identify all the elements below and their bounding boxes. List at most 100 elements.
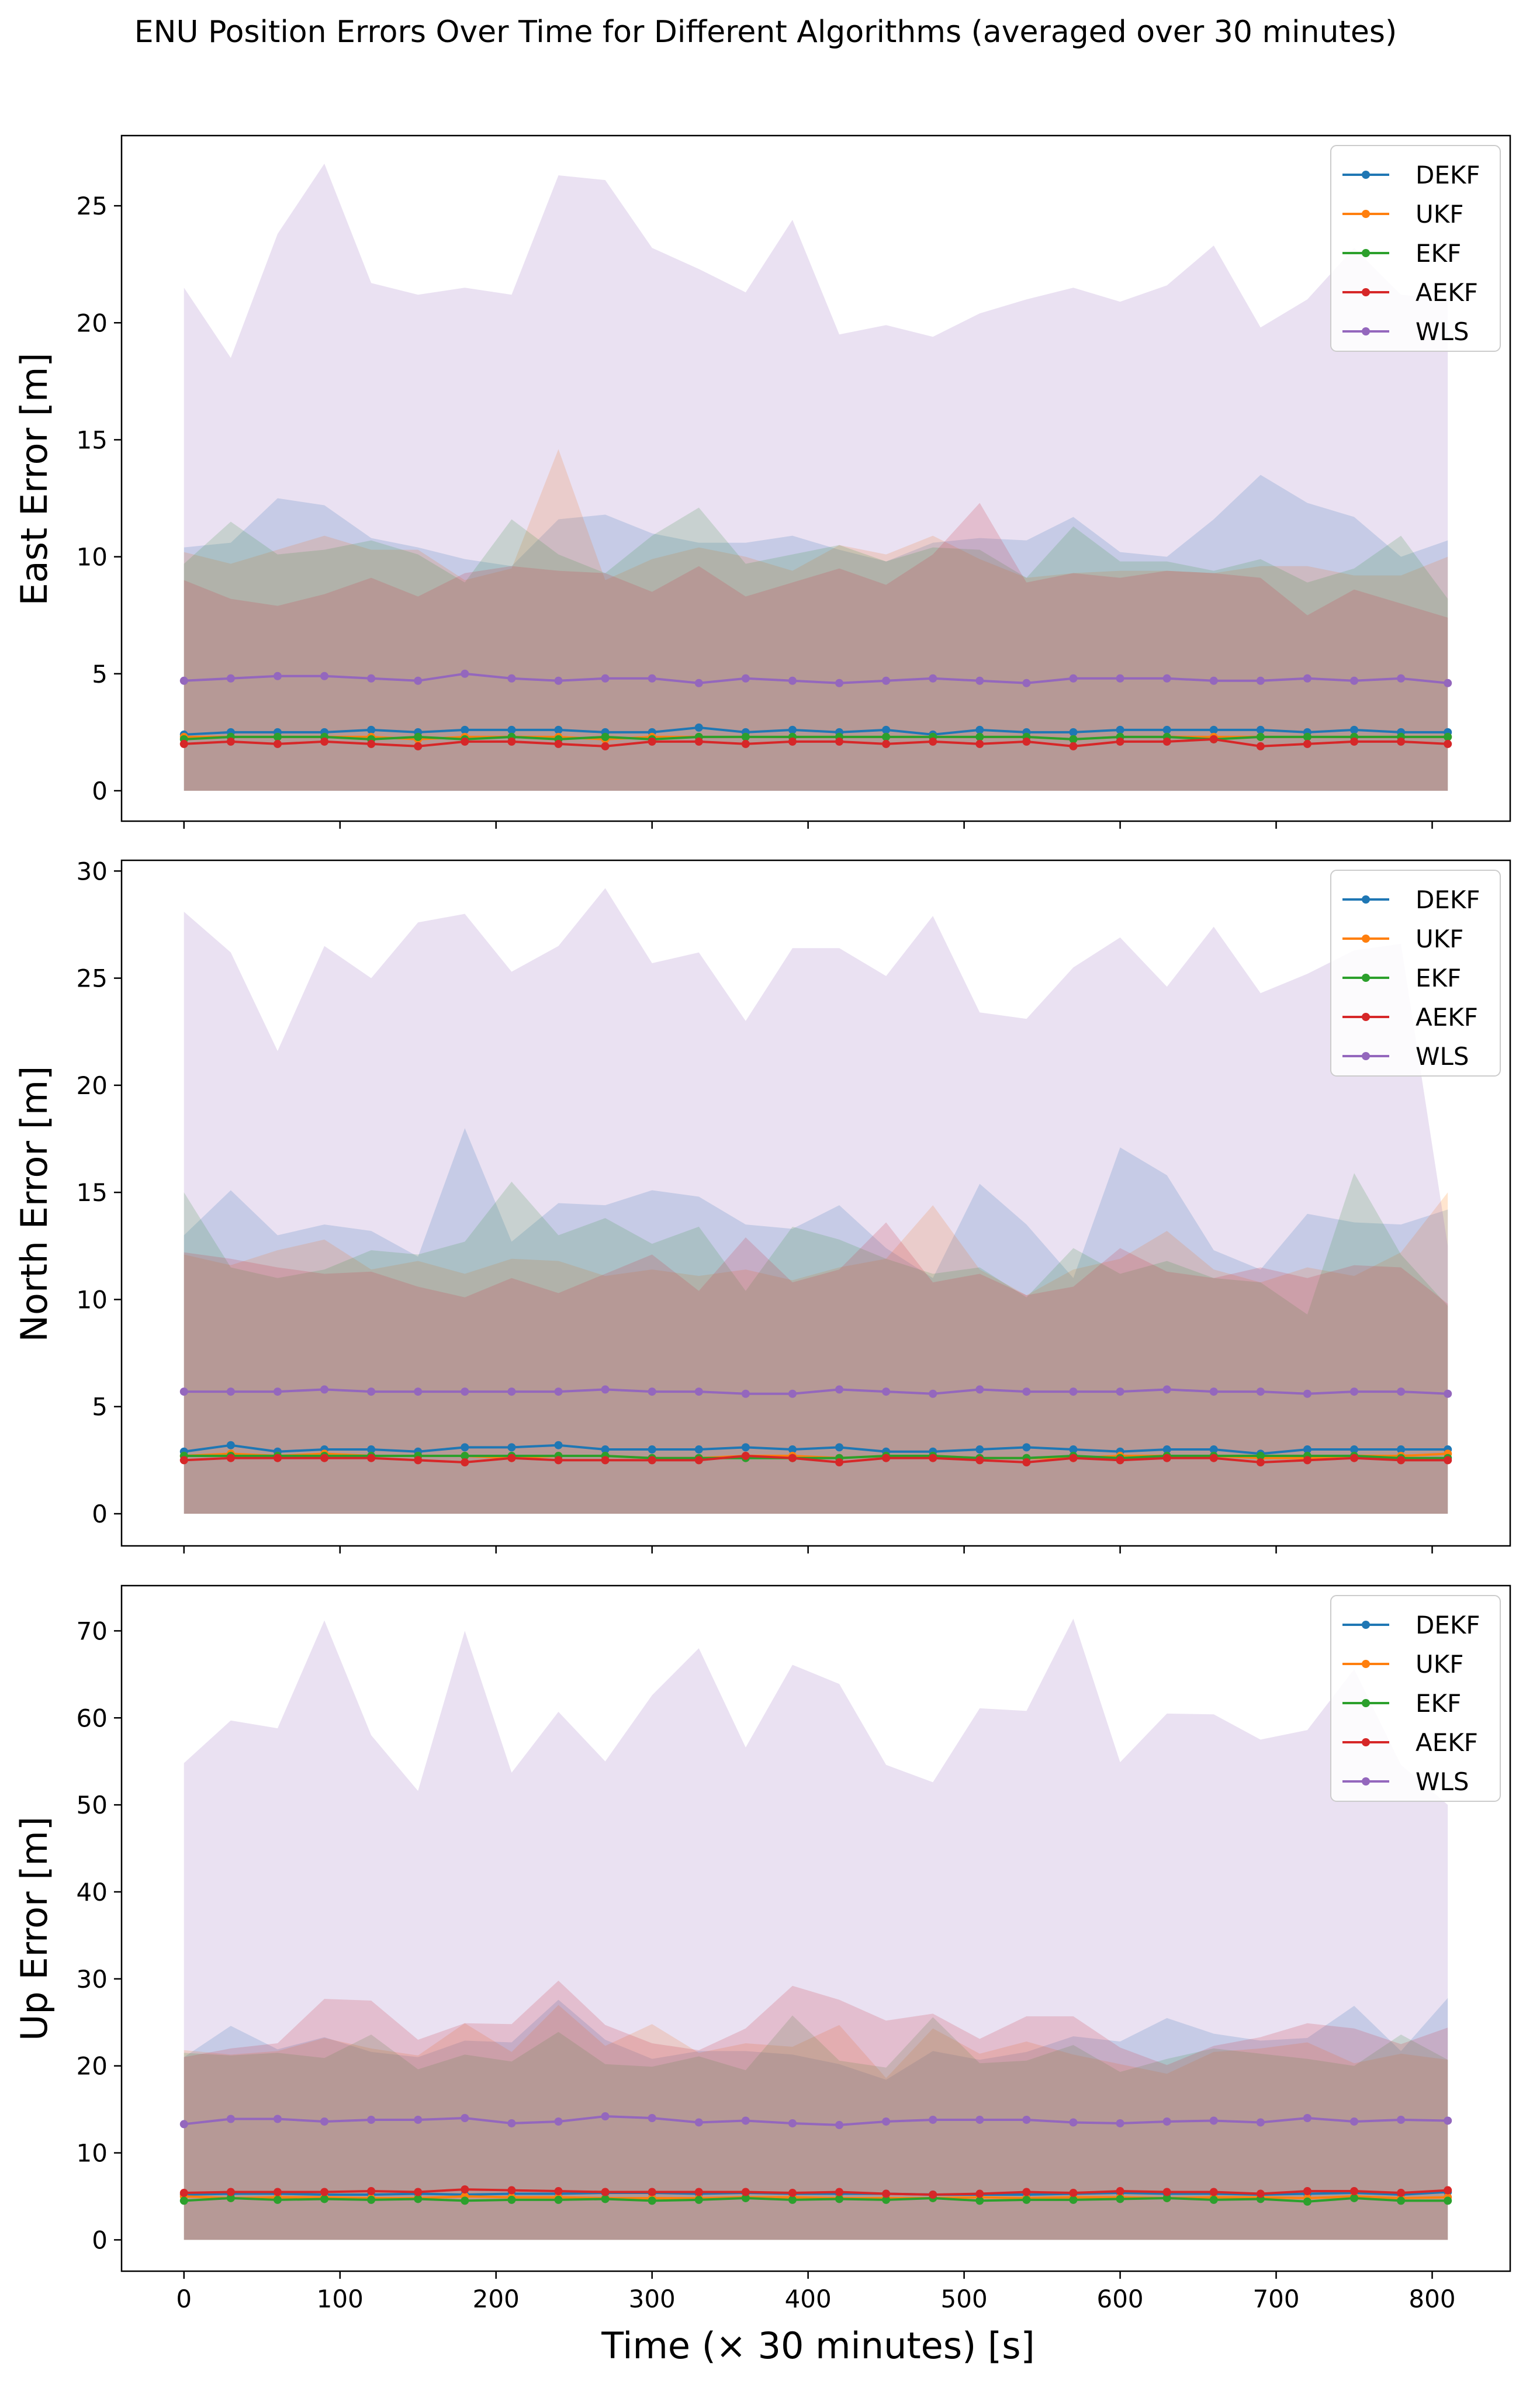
point-ekf (1209, 2195, 1218, 2204)
point-aekf (1444, 739, 1452, 748)
y-tick-label: 30 (77, 857, 108, 885)
legend-label-ekf: EKF (1416, 239, 1461, 268)
point-ekf (648, 2196, 656, 2205)
point-ekf (1350, 2193, 1359, 2202)
band-wls (184, 888, 1448, 1514)
point-aekf (1350, 1454, 1359, 1462)
point-aekf (320, 737, 329, 746)
point-dekf (741, 1443, 750, 1452)
point-wls (975, 1385, 984, 1394)
point-aekf (461, 2185, 469, 2194)
point-dekf (788, 725, 797, 734)
point-aekf (741, 2188, 750, 2196)
point-wls (507, 1387, 516, 1396)
point-dekf (507, 725, 516, 734)
point-wls (741, 1389, 750, 1398)
point-aekf (320, 2188, 329, 2196)
point-aekf (273, 2188, 282, 2196)
point-ekf (273, 2195, 282, 2204)
legend-marker-ukf (1362, 1660, 1370, 1668)
point-ekf (1303, 2197, 1311, 2206)
point-wls (1162, 674, 1171, 683)
point-ekf (179, 2196, 188, 2205)
y-tick-label: 30 (77, 1965, 108, 1994)
point-aekf (882, 739, 891, 748)
point-wls (694, 1387, 703, 1396)
point-aekf (1116, 2187, 1124, 2196)
line-aekf (184, 1455, 1448, 1464)
line-dekf (184, 2191, 1448, 2196)
point-wls (461, 2114, 469, 2123)
point-wls (835, 2120, 844, 2129)
legend-label-wls: WLS (1416, 1767, 1469, 1796)
point-wls (507, 2119, 516, 2127)
point-wls (741, 674, 750, 683)
point-aekf (1397, 2189, 1406, 2198)
point-wls (1022, 1387, 1031, 1396)
point-wls (601, 1385, 610, 1394)
point-ekf (554, 2195, 563, 2204)
point-wls (975, 676, 984, 685)
point-wls (414, 1387, 423, 1396)
point-wls (1116, 2119, 1124, 2127)
point-dekf (882, 725, 891, 734)
point-aekf (1069, 2189, 1078, 2198)
point-dekf (1397, 1445, 1406, 1454)
point-ekf (1303, 732, 1311, 741)
point-wls (1162, 1385, 1171, 1394)
y-tick-label: 5 (92, 660, 108, 688)
point-wls (1444, 2116, 1452, 2125)
legend-marker-ekf (1362, 974, 1370, 982)
y-tick-label: 0 (92, 1500, 108, 1528)
y-tick-label: 50 (77, 1791, 108, 1819)
legend-label-ukf: UKF (1416, 200, 1463, 229)
point-dekf (461, 1443, 469, 1452)
point-wls (1069, 674, 1078, 683)
legend-box (1330, 145, 1501, 352)
point-aekf (601, 2188, 610, 2196)
point-dekf (1350, 725, 1359, 734)
point-dekf (554, 1441, 563, 1449)
point-aekf (1022, 737, 1031, 746)
east-ylabel: East Error [m] (13, 352, 56, 605)
point-aekf (1303, 739, 1311, 748)
legend-label-ukf: UKF (1416, 925, 1463, 953)
point-wls (648, 674, 656, 683)
point-wls (273, 2115, 282, 2123)
point-wls (554, 1387, 563, 1396)
point-aekf (788, 737, 797, 746)
x-tick-label: 800 (1409, 2285, 1455, 2313)
legend-label-aekf: AEKF (1416, 278, 1478, 307)
point-aekf (507, 2186, 516, 2195)
point-ekf (788, 2195, 797, 2204)
point-wls (320, 1385, 329, 1394)
up-ylabel: Up Error [m] (13, 1816, 56, 2041)
point-ekf (273, 732, 282, 741)
y-tick-label: 10 (77, 543, 108, 572)
legend-marker-wls (1362, 1777, 1370, 1786)
point-wls (1209, 1387, 1218, 1396)
point-aekf (648, 2188, 656, 2196)
point-aekf (554, 1456, 563, 1465)
legend-marker-ekf (1362, 249, 1370, 257)
point-wls (882, 676, 891, 685)
legend-marker-ekf (1362, 1699, 1370, 1707)
panel-east: 0 5 10 15 20 25 DEKF UKF EKF AEKF WLS (77, 134, 1511, 829)
band-ukf (184, 1192, 1448, 1514)
point-wls (226, 2115, 235, 2123)
point-ekf (367, 2195, 376, 2204)
point-wls (179, 1387, 188, 1396)
point-wls (1256, 1387, 1265, 1396)
legend-marker-dekf (1362, 895, 1370, 904)
band-dekf (184, 1998, 1448, 2240)
point-aekf (929, 2191, 937, 2199)
y-tick-label: 20 (77, 309, 108, 337)
point-aekf (1256, 1458, 1265, 1467)
point-ekf (694, 2195, 703, 2204)
point-aekf (1022, 1458, 1031, 1467)
point-ekf (975, 2196, 984, 2205)
point-aekf (929, 737, 937, 746)
band-dekf (184, 475, 1448, 791)
point-wls (414, 2115, 423, 2124)
